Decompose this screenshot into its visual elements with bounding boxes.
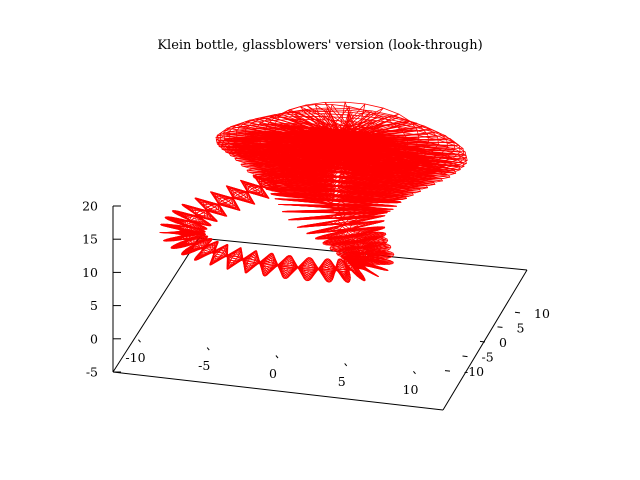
x-tick-label: -10 <box>125 350 145 365</box>
x-tick-mark <box>275 355 279 359</box>
y-tick-mark <box>462 355 468 358</box>
z-tick-label: 0 <box>90 331 98 346</box>
y-tick-mark <box>444 370 451 372</box>
x-axis-line <box>112 371 444 411</box>
mesh-meridian <box>161 129 467 283</box>
left-edge-line <box>112 237 200 373</box>
x-tick-label: 5 <box>338 374 346 389</box>
y-axis-line <box>442 269 528 411</box>
x-tick-label: 10 <box>403 382 419 397</box>
chart-title: Klein bottle, glassblowers' version (loo… <box>157 38 482 53</box>
x-ticks: -10 -5 0 5 10 <box>125 339 419 397</box>
z-tick-label: 15 <box>82 232 98 247</box>
y-tick-label: 5 <box>517 320 525 335</box>
x-tick-mark <box>206 347 210 351</box>
klein-bottle-wireframe <box>159 101 468 283</box>
z-tick-label: -5 <box>86 365 98 380</box>
mesh-meridian <box>169 113 440 281</box>
y-tick-label: 10 <box>534 306 550 321</box>
x-tick-mark <box>344 363 348 367</box>
x-tick-label: -5 <box>198 358 210 373</box>
mesh-meridian <box>165 121 457 282</box>
x-tick-label: 0 <box>269 366 277 381</box>
z-tick-label: 5 <box>90 298 98 313</box>
mesh-meridian <box>159 130 468 283</box>
x-tick-mark <box>138 339 141 343</box>
z-tick-label: 20 <box>82 199 98 214</box>
y-tick-label: 0 <box>499 335 507 350</box>
mesh-meridian <box>176 106 416 278</box>
z-ticks: -5 0 5 10 15 20 <box>82 199 121 380</box>
y-tick-label: -5 <box>482 350 494 365</box>
x-tick-mark <box>413 371 416 375</box>
y-ticks: -10-5 05 10 <box>444 306 550 379</box>
mesh-meridian <box>182 104 387 276</box>
y-tick-label: -10 <box>464 364 484 379</box>
y-tick-mark <box>497 326 503 328</box>
z-tick-label: 10 <box>82 265 98 280</box>
y-tick-mark <box>479 340 486 343</box>
y-tick-mark <box>514 311 521 314</box>
